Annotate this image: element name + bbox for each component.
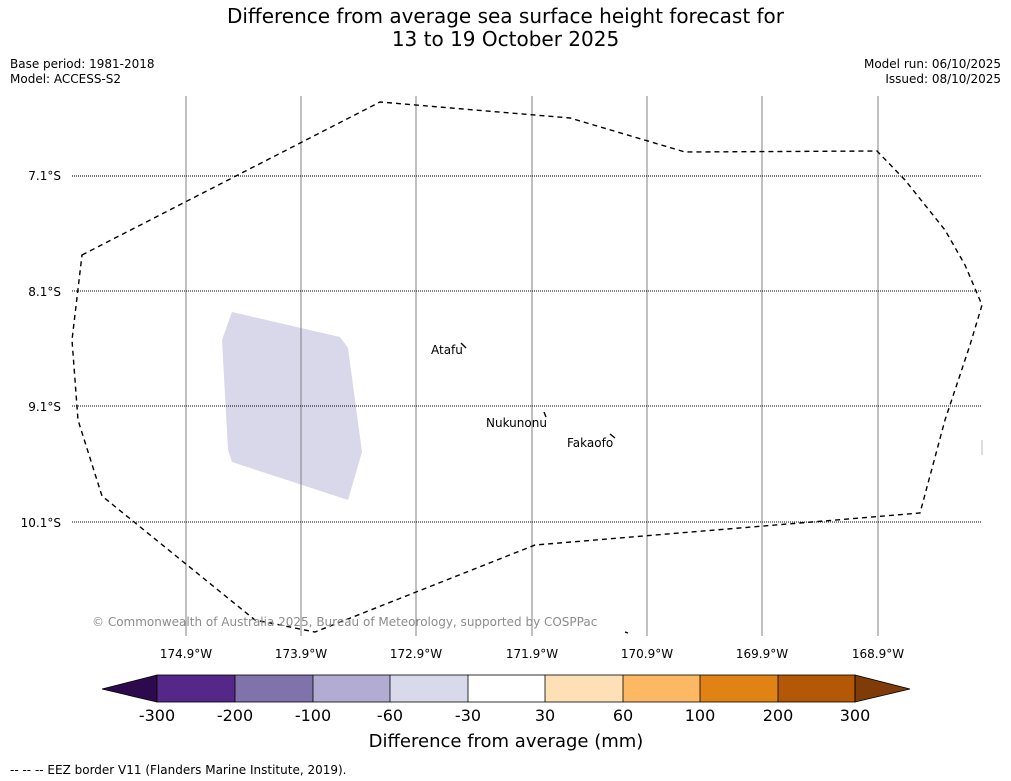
- base-period: Base period: 1981-2018: [10, 57, 155, 71]
- colorbar-bin-5: [468, 675, 545, 702]
- lat-label-8-1: 8.1°S: [28, 285, 61, 299]
- colorbar-over-arrow: [854, 674, 911, 703]
- colorbar-bin-6: [545, 675, 623, 702]
- colorbar-frame: [156, 674, 856, 703]
- colorbar-tick: -30: [455, 706, 481, 725]
- colorbar-title: Difference from average (mm): [369, 731, 644, 752]
- swains-islet-icon: [624, 631, 629, 634]
- nukunonu-atoll-icon: [543, 411, 547, 418]
- title-line-1: Difference from average sea surface heig…: [226, 4, 785, 28]
- colorbar-tick: -300: [139, 706, 175, 725]
- colorbar-bin-1: [157, 675, 235, 702]
- atafu-atoll-icon: [460, 342, 467, 349]
- colorbar-bin-3: [313, 675, 390, 702]
- place-label-nukunonu: Nukunonu: [486, 416, 547, 430]
- colorbar-bin-7: [623, 675, 700, 702]
- issued-date: Issued: 08/10/2025: [885, 72, 1001, 86]
- lon-label-168-9: 168.9°W: [852, 647, 904, 661]
- model-run: Model run: 06/10/2025: [863, 57, 1001, 71]
- colorbar-tick: 60: [613, 706, 633, 725]
- title-line-2: 13 to 19 October 2025: [391, 27, 620, 51]
- colorbar-bin-2: [235, 675, 313, 702]
- eez-border: [71, 101, 983, 633]
- lon-label-173-9: 173.9°W: [275, 647, 327, 661]
- lat-label-9-1: 9.1°S: [28, 400, 61, 414]
- colorbar-tick: 300: [840, 706, 871, 725]
- latitude-labels: 7.1°S 8.1°S 9.1°S 10.1°S: [21, 169, 61, 530]
- lon-label-171-9: 171.9°W: [506, 647, 558, 661]
- colorbar-tick: -60: [377, 706, 403, 725]
- place-label-fakaofo: Fakaofo: [567, 436, 613, 450]
- colorbar-tick: 100: [685, 706, 716, 725]
- lat-label-7-1: 7.1°S: [28, 169, 61, 183]
- colorbar-tick: 30: [535, 706, 555, 725]
- longitude-labels: 174.9°W 173.9°W 172.9°W 171.9°W 170.9°W …: [160, 647, 904, 661]
- lat-label-10-1: 10.1°S: [21, 516, 61, 530]
- fakaofo-atoll-icon: [609, 433, 616, 439]
- meta-left: Base period: 1981-2018 Model: ACCESS-S2: [10, 57, 155, 87]
- colorbar-bin-8: [700, 675, 778, 702]
- colorbar-bin-4: [390, 675, 468, 702]
- parallel-lines: [72, 175, 982, 523]
- copyright-text: © Commonwealth of Australia 2025, Bureau…: [92, 615, 597, 629]
- lon-label-174-9: 174.9°W: [160, 647, 212, 661]
- lon-label-169-9: 169.9°W: [736, 647, 788, 661]
- model-name: Model: ACCESS-S2: [10, 72, 122, 86]
- meridian-lines: [185, 96, 879, 636]
- colorbar-under-arrow: [101, 674, 158, 703]
- meta-right: Model run: 06/10/2025 Issued: 08/10/2025: [864, 57, 1001, 87]
- islands: [460, 342, 629, 634]
- lon-label-170-9: 170.9°W: [621, 647, 673, 661]
- colorbar-tick: -200: [217, 706, 253, 725]
- place-label-atafu: Atafu: [431, 343, 463, 357]
- colorbar-bin-9: [778, 675, 855, 702]
- chart-title: Difference from average sea surface heig…: [0, 5, 1011, 51]
- colorbar: -300 -200 -100 -60 -30 30 60 100 200 300…: [101, 674, 911, 752]
- colorbar-tick: 200: [763, 706, 794, 725]
- colorbar-tick: -100: [295, 706, 331, 725]
- eez-legend-footer: -- -- -- EEZ border V11 (Flanders Marine…: [10, 763, 347, 777]
- lon-label-172-9: 172.9°W: [390, 647, 442, 661]
